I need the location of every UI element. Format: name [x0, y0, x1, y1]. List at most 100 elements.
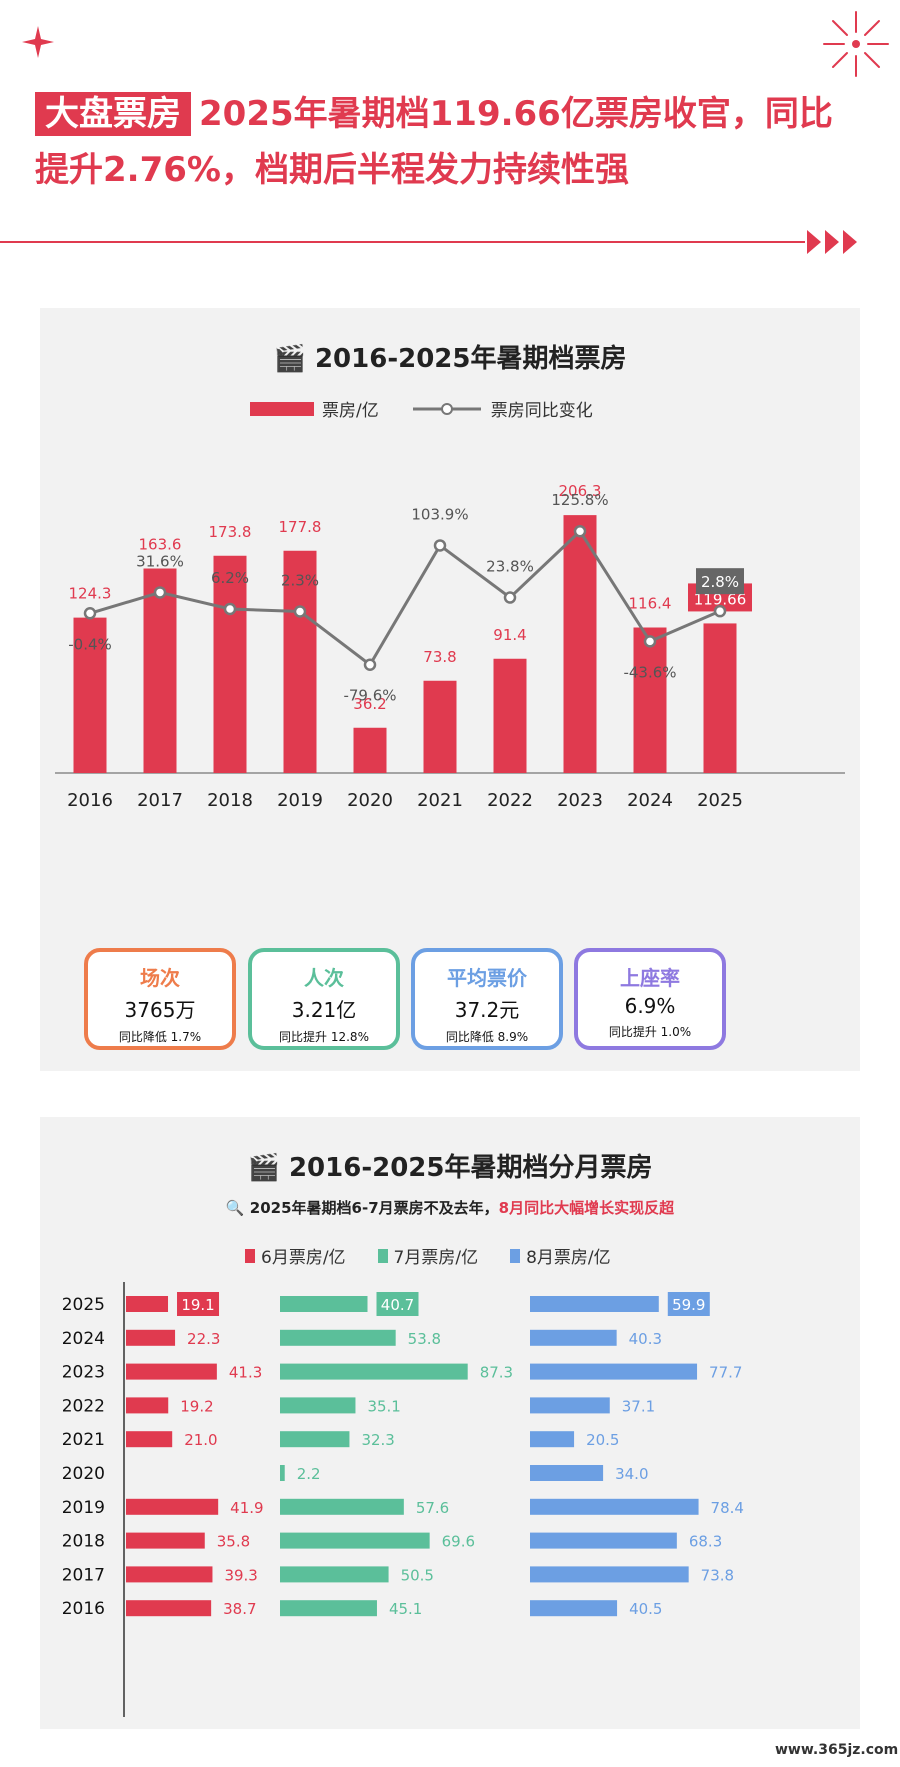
triple-arrow-icon — [807, 230, 857, 254]
value-label: 32.3 — [361, 1431, 394, 1449]
yoy-label: 125.8% — [551, 491, 608, 509]
bar-6月票房/亿-2016 — [126, 1600, 212, 1617]
metric-change: 同比降低 1.7% — [118, 1030, 202, 1044]
bar-8月票房/亿-2017 — [530, 1566, 689, 1583]
tick-label: 2024 — [627, 790, 673, 811]
yoy-point — [293, 605, 307, 618]
metric-title: 上座率 — [620, 966, 680, 990]
year-label: 2018 — [62, 1532, 105, 1552]
metric-title: 场次 — [140, 966, 180, 990]
year-label: 2017 — [62, 1565, 105, 1585]
value-label: 53.8 — [408, 1330, 441, 1348]
legend-july-swatch — [377, 1248, 388, 1263]
chart1-title: 🎬 2016-2025年暑期档票房 — [40, 338, 860, 375]
bar-label: 91.4 — [493, 626, 526, 644]
bar-6月票房/亿-2018 — [126, 1532, 205, 1549]
bar-label: 206.3 — [559, 482, 602, 500]
year-label: 2022 — [62, 1396, 105, 1416]
bar-7月票房/亿-2020 — [280, 1465, 285, 1481]
legend-bar-label: 票房/亿 — [322, 401, 379, 421]
bar-7月票房/亿-2023 — [280, 1363, 468, 1380]
yoy-point — [503, 591, 517, 604]
value-label: 40.7 — [381, 1296, 414, 1314]
bar-label: 163.6 — [139, 536, 182, 554]
bar-2022 — [493, 658, 527, 773]
subtitle-highlight: 8月同比大幅增长实现反超 — [498, 1199, 675, 1217]
yoy-point — [713, 604, 727, 618]
yoy-label-highlight — [696, 568, 744, 595]
year-label: 2024 — [62, 1329, 105, 1349]
tick-label: 2022 — [487, 790, 533, 811]
chart1-title-text: 2016-2025年暑期档票房 — [314, 344, 627, 374]
value-label: 39.3 — [224, 1566, 257, 1584]
value-label: 41.3 — [229, 1364, 262, 1382]
yoy-label: -79.6% — [343, 687, 396, 705]
yoy-label: 2.8% — [701, 573, 739, 591]
headline-text: 2025年暑期档119.66亿票房收官，同比提升2.76%，档期后半程发力持续性… — [35, 94, 833, 190]
metric-card-occupancy: 上座率 6.9% 同比提升 1.0% — [574, 948, 726, 1050]
value-label: 35.1 — [367, 1397, 400, 1415]
tick-label: 2017 — [137, 790, 183, 811]
yoy-line — [89, 528, 721, 667]
bar-label: 124.3 — [69, 585, 112, 603]
bar-label: 173.8 — [209, 523, 252, 541]
year-label: 2016 — [62, 1599, 105, 1619]
value-label: 73.8 — [701, 1566, 734, 1584]
bar-6月票房/亿-2023 — [126, 1363, 217, 1380]
bar-2017 — [143, 568, 177, 773]
yoy-label: 23.8% — [486, 558, 534, 576]
bar-7月票房/亿-2017 — [280, 1566, 389, 1583]
bar-8月票房/亿-2020 — [530, 1465, 604, 1481]
value-label: 78.4 — [711, 1499, 744, 1517]
legend-aug-swatch — [510, 1248, 521, 1263]
monthly-chart: 2025 19.1 40.7 59.9 2024 22.3 53.8 40.3 2023 41.3… — [62, 1282, 744, 1717]
value-label: 20.5 — [586, 1431, 619, 1449]
tick-label: 2025 — [697, 790, 743, 811]
bar-7月票房/亿-2024 — [280, 1329, 396, 1346]
bar-7月票房/亿-2018 — [280, 1532, 430, 1549]
tick-label: 2023 — [557, 790, 603, 811]
value-label: 19.2 — [180, 1397, 213, 1415]
bar-6月票房/亿-2024 — [126, 1329, 176, 1346]
yoy-label: -0.4% — [68, 635, 112, 653]
bar-8月票房/亿-2016 — [530, 1600, 618, 1617]
bar-2023 — [563, 515, 597, 773]
legend-line-label: 票房同比变化 — [490, 401, 593, 421]
legend-july-label: 7月票房/亿 — [393, 1248, 479, 1268]
year-label: 2021 — [62, 1430, 105, 1450]
metric-title: 人次 — [304, 966, 344, 990]
value-label: 21.0 — [184, 1431, 217, 1449]
year-label: 2025 — [62, 1295, 105, 1315]
bar-8月票房/亿-2019 — [530, 1498, 699, 1515]
metric-value: 3765万 — [124, 998, 196, 1022]
bar-8月票房/亿-2021 — [530, 1431, 575, 1448]
yoy-point — [223, 602, 237, 616]
tick-label: 2018 — [207, 790, 253, 811]
headline-tag: 大盘票房 — [35, 92, 191, 136]
clapperboard-icon: 🎬 — [247, 1153, 280, 1183]
tick-label: 2021 — [417, 790, 463, 811]
value-label: 22.3 — [187, 1330, 220, 1348]
chart1-legend: 票房/亿 票房同比变化 — [250, 396, 593, 421]
bar-6月票房/亿-2017 — [126, 1566, 213, 1583]
year-label: 2020 — [62, 1464, 105, 1484]
bar-7月票房/亿-2022 — [280, 1397, 356, 1414]
value-label: 68.3 — [689, 1533, 722, 1551]
bar-6月票房/亿-2025 — [126, 1296, 169, 1312]
bar-8月票房/亿-2024 — [530, 1329, 617, 1346]
bar-2025 — [703, 623, 737, 773]
value-label: 50.5 — [401, 1566, 434, 1584]
legend-aug-label: 8月票房/亿 — [526, 1248, 611, 1268]
year-label: 2019 — [62, 1498, 105, 1518]
value-label: 77.7 — [709, 1364, 742, 1382]
chart2-title: 🎬 2016-2025年暑期档分月票房 — [40, 1147, 860, 1184]
yoy-label: 31.6% — [136, 552, 184, 570]
value-label-highlight — [376, 1292, 419, 1316]
legend-bar-swatch — [250, 401, 314, 416]
metric-title: 平均票价 — [447, 966, 527, 990]
bar-8月票房/亿-2022 — [530, 1397, 610, 1414]
legend-june-label: 6月票房/亿 — [261, 1248, 346, 1268]
chart2-legend: 6月票房/亿 7月票房/亿 8月票房/亿 — [245, 1243, 611, 1268]
watermark: www.365jz.com — [775, 1742, 899, 1758]
annual-chart: 124.3 2016 163.6 2017 173.8 2018 177.8 2019 36.2… — [55, 482, 845, 811]
